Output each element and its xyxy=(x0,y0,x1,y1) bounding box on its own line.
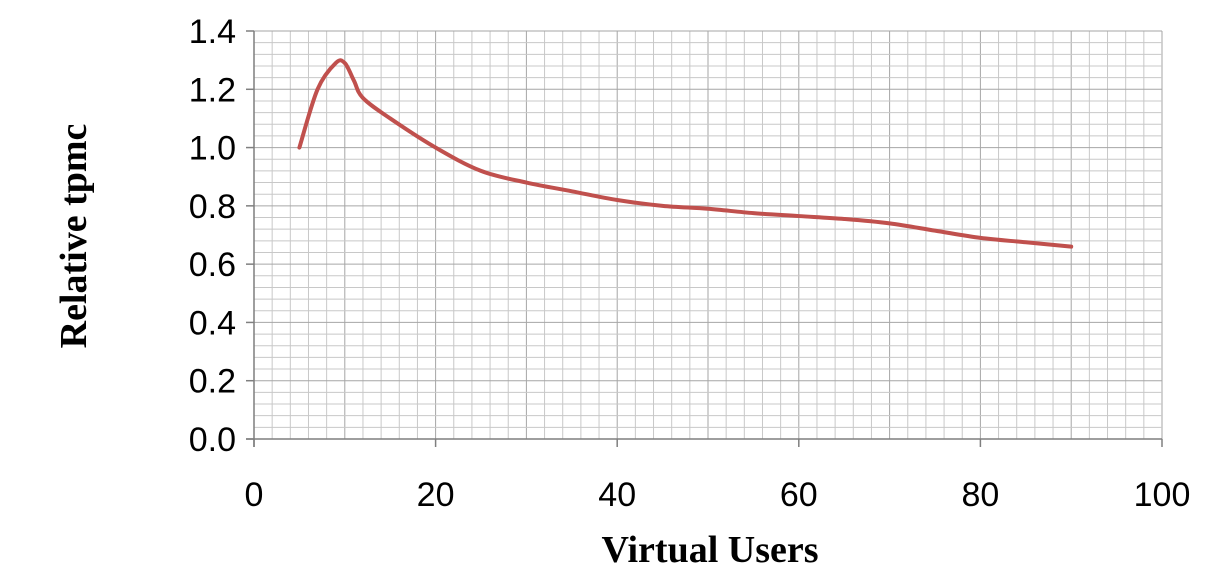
x-tick-label: 20 xyxy=(417,476,455,514)
y-tick-label: 0.8 xyxy=(189,188,236,226)
x-tick-label: 80 xyxy=(961,476,999,514)
x-tick-label: 60 xyxy=(780,476,818,514)
y-tick-labels: 0.0 0.2 0.4 0.6 0.8 1.0 1.2 1.4 xyxy=(189,13,236,459)
x-tick-label: 0 xyxy=(245,476,264,514)
axes xyxy=(246,30,1163,447)
x-tick-labels: 0 20 40 60 80 100 xyxy=(245,476,1191,514)
x-tick-label: 100 xyxy=(1134,476,1191,514)
grid xyxy=(254,30,1163,439)
y-tick-label: 1.0 xyxy=(189,130,236,168)
series-group xyxy=(297,58,1074,249)
y-tick-label: 0.0 xyxy=(189,421,236,459)
y-axis-title: Relative tpmc xyxy=(53,124,95,349)
y-tick-label: 1.2 xyxy=(189,71,236,109)
y-tick-label: 0.2 xyxy=(189,363,236,401)
y-tick-label: 0.6 xyxy=(189,246,236,284)
x-tick-label: 40 xyxy=(598,476,636,514)
y-tick-label: 1.4 xyxy=(189,13,236,51)
x-axis-title: Virtual Users xyxy=(601,529,818,571)
y-tick-label: 0.4 xyxy=(189,304,236,342)
series-line-0 xyxy=(297,58,1074,249)
